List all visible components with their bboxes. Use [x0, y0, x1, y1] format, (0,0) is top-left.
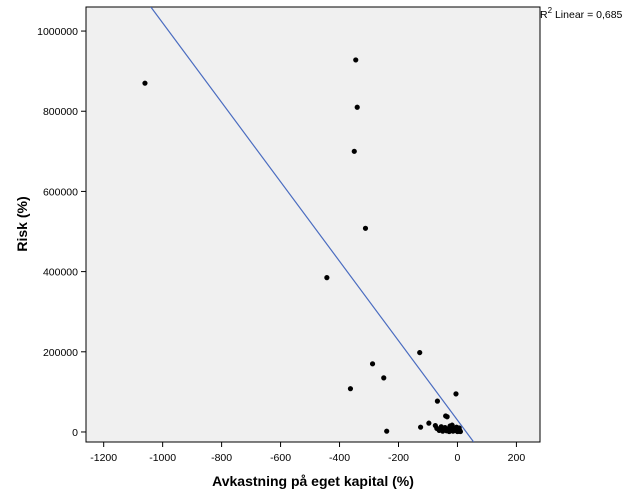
x-tick-label: -800	[211, 452, 232, 464]
x-tick-label: 200	[508, 452, 526, 464]
data-point	[354, 104, 360, 110]
data-point	[353, 57, 359, 63]
x-tick-label: -200	[388, 452, 409, 464]
data-point	[417, 349, 423, 356]
data-point	[446, 428, 452, 435]
y-tick-label: 800000	[43, 106, 78, 118]
data-point	[381, 375, 387, 381]
y-axis-title: Risk (%)	[14, 196, 30, 251]
data-point	[351, 148, 357, 154]
y-tick-label: 200000	[43, 347, 78, 359]
data-point	[457, 428, 464, 435]
data-point	[362, 225, 369, 231]
y-axis-ticks: 0 200000 400000 600000 800000 1000000	[37, 26, 86, 439]
data-point	[449, 422, 455, 428]
y-tick-label: 1000000	[37, 26, 78, 38]
data-point	[418, 424, 424, 430]
y-tick-label: 600000	[43, 186, 78, 198]
data-point	[453, 391, 459, 397]
x-tick-label: -600	[270, 452, 291, 464]
fit-line-group	[150, 7, 475, 442]
x-axis-title: Avkastning på eget kapital (%)	[212, 473, 414, 489]
x-tick-label: -1000	[149, 452, 176, 464]
r2-label: R2 Linear = 0,685	[540, 6, 623, 21]
data-point	[434, 398, 441, 404]
data-point	[347, 386, 354, 392]
data-point	[369, 361, 376, 367]
data-point	[142, 80, 148, 86]
x-tick-label: 0	[455, 452, 461, 464]
x-tick-label: -1200	[90, 452, 117, 464]
data-point	[444, 414, 450, 420]
data-point	[426, 420, 432, 426]
data-point	[324, 275, 330, 281]
data-point	[384, 428, 390, 434]
x-axis-ticks: -1200 -1000 -800 -600 -400 -200 0 200	[90, 442, 525, 464]
y-tick-label: 400000	[43, 267, 78, 279]
data-points	[142, 57, 464, 435]
y-tick-label: 0	[72, 427, 78, 439]
data-point	[440, 428, 446, 434]
fit-line	[150, 7, 475, 442]
x-tick-label: -400	[329, 452, 350, 464]
